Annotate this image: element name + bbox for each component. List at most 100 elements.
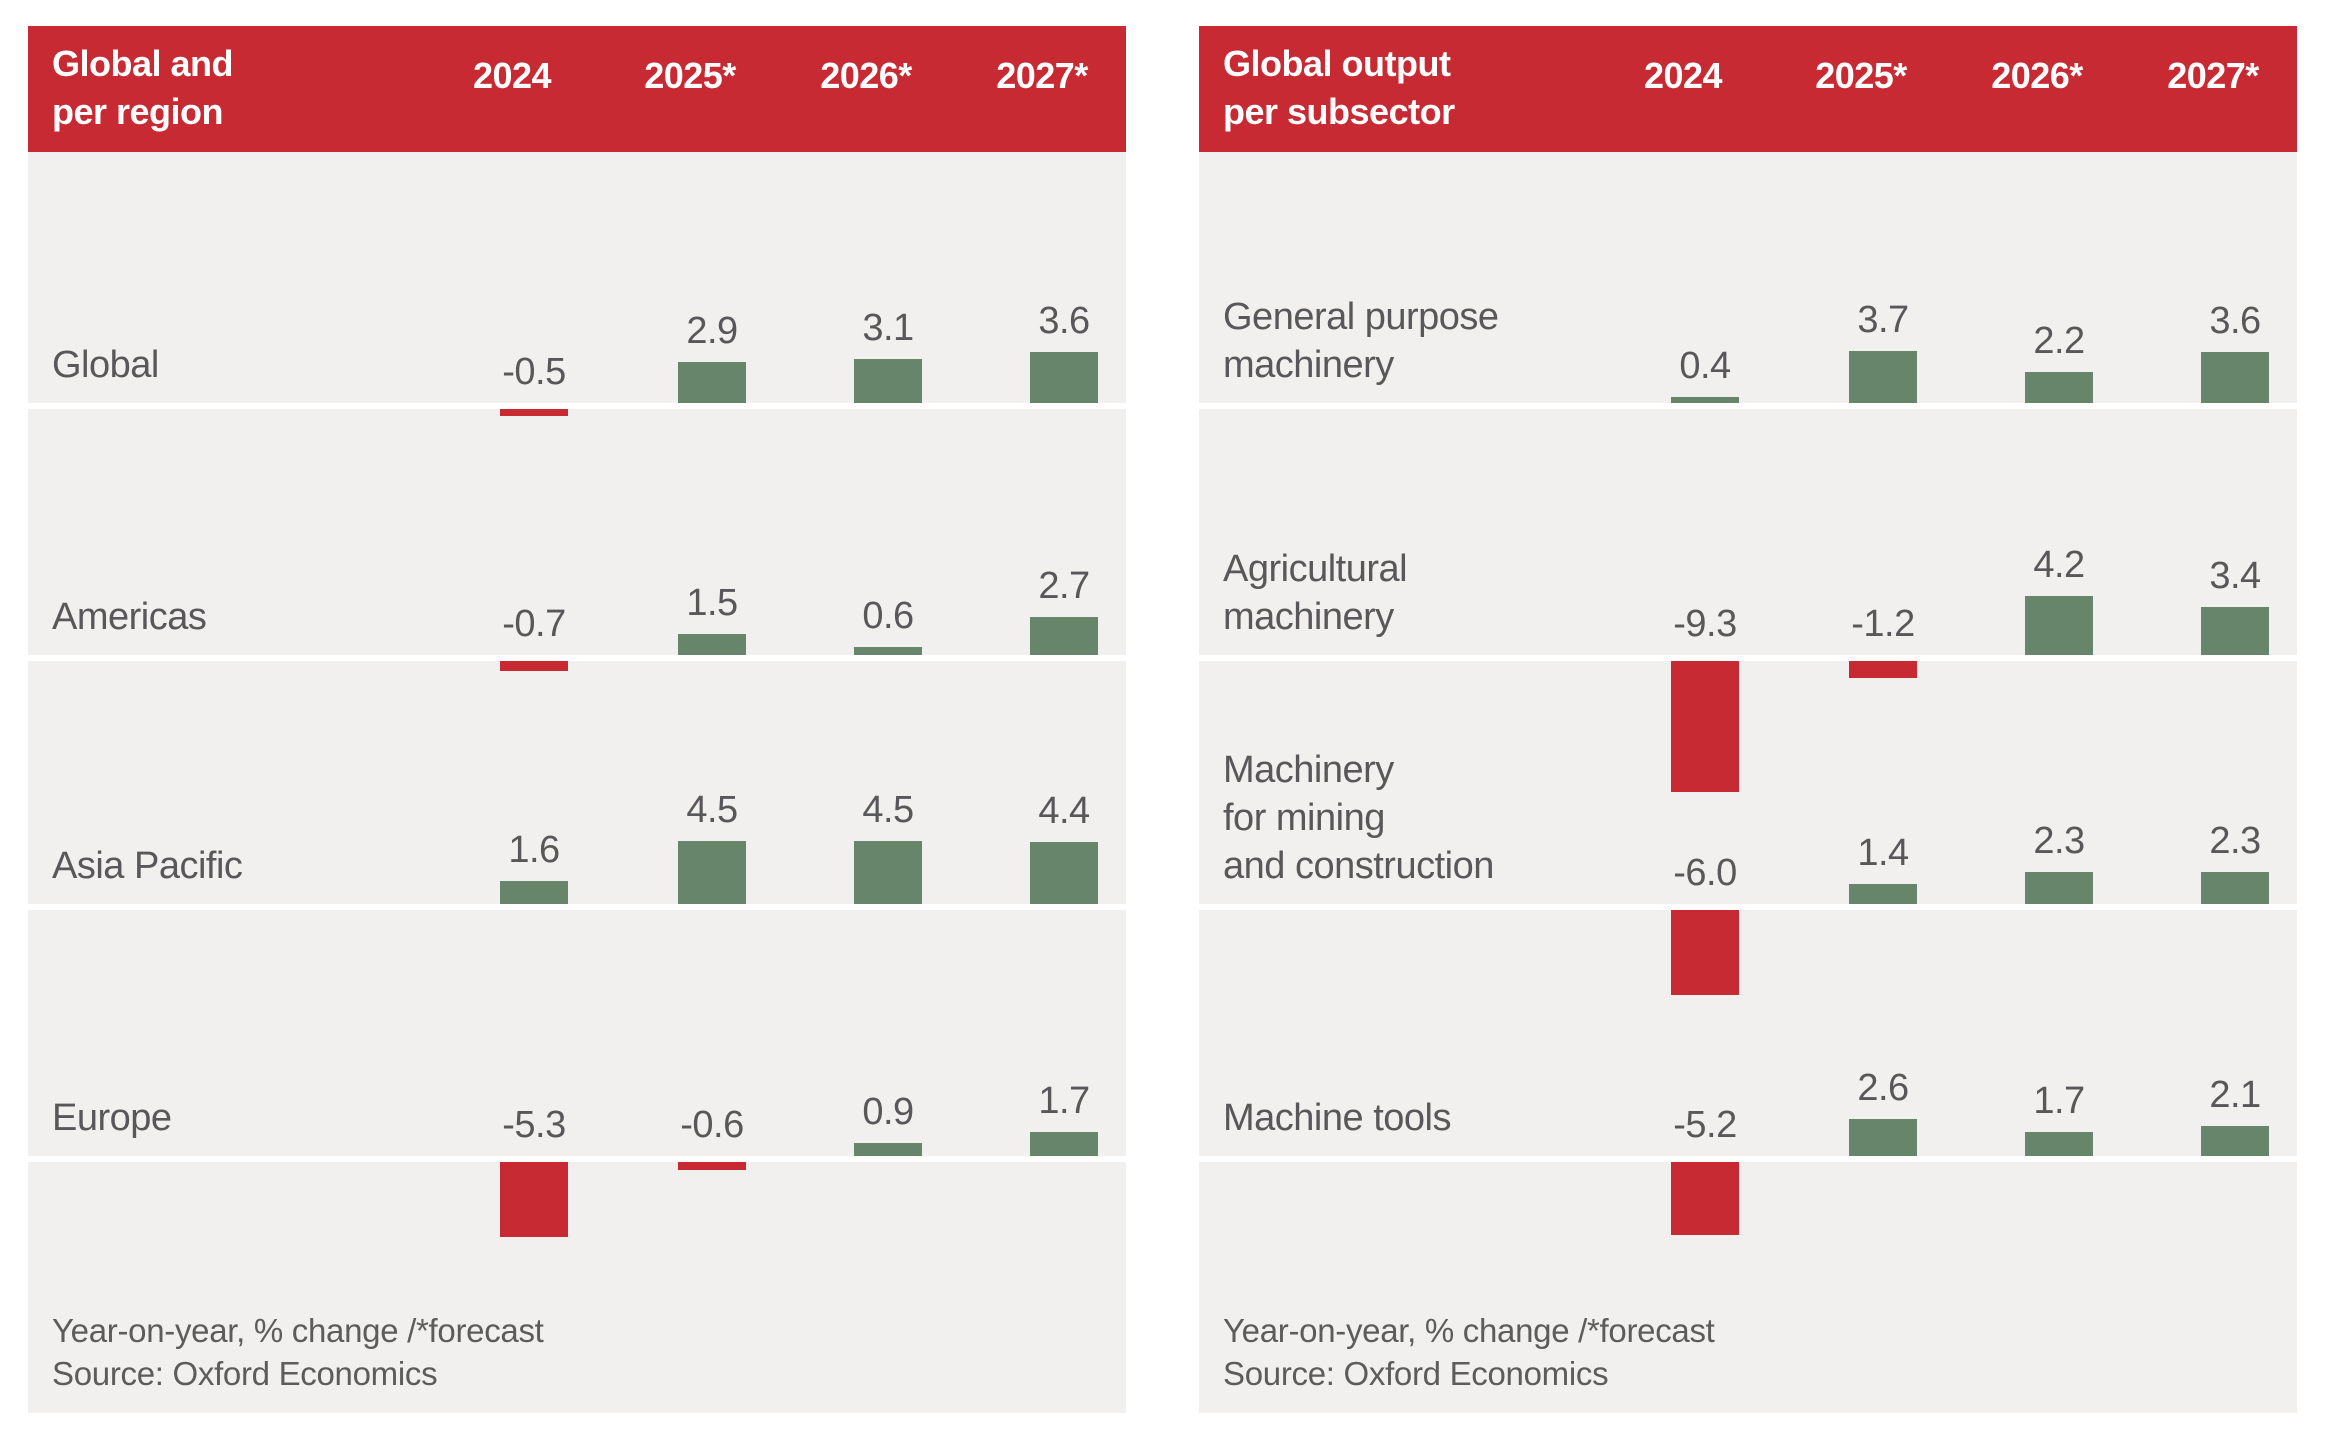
bar-2024: [1671, 1162, 1739, 1236]
panel-plot-area: General purpose machinery 0.4 3.7 2.2 3.6 Agri…: [1199, 26, 2297, 1413]
bar-2026: [2025, 1132, 2093, 1156]
bar-2026: [854, 646, 922, 655]
bar-value-label: -9.3: [1673, 603, 1737, 645]
bar-2026: [2025, 595, 2093, 655]
row-label: Europe: [52, 1094, 172, 1142]
zero-baseline: [1199, 904, 2297, 910]
bar-2026: [854, 1143, 922, 1156]
zero-baseline: [28, 655, 1126, 661]
row-label: Asia Pacific: [52, 842, 243, 890]
row-label-line: Americas: [52, 596, 207, 638]
bar-value-label: 2.7: [1038, 564, 1090, 607]
row-label: Americas: [52, 593, 207, 641]
bar-value-label: 4.2: [2033, 543, 2085, 586]
bar-2024: [1671, 661, 1739, 793]
bar-2027: [1030, 616, 1098, 655]
bar-value-label: 2.9: [686, 310, 738, 353]
chart-panel-subsectors: General purpose machinery 0.4 3.7 2.2 3.6 Agri…: [1199, 26, 2297, 1413]
column-header-2024: 2024: [472, 55, 552, 96]
row-label-line: machinery: [1223, 344, 1394, 386]
bar-value-label: 0.6: [862, 594, 914, 637]
row-label-line: Europe: [52, 1097, 172, 1139]
row-label-line: General purpose: [1223, 296, 1499, 338]
row-label-line: machinery: [1223, 596, 1394, 638]
row-label-line: Global: [52, 344, 159, 386]
bar-2024: [1671, 910, 1739, 995]
zero-baseline: [28, 904, 1126, 910]
bar-value-label: 3.4: [2209, 555, 2261, 598]
bar-2027: [1030, 841, 1098, 904]
row-label: General purpose machinery: [1223, 293, 1499, 389]
bar-value-label: 3.7: [1857, 298, 1909, 341]
panel-title-line: per region: [52, 91, 224, 132]
bar-2026: [2025, 371, 2093, 403]
footnote-units: Year-on-year, % change /*forecast: [52, 1312, 544, 1349]
bar-value-label: 0.4: [1679, 345, 1731, 387]
panel-title: Global output per subsector: [1223, 40, 1455, 136]
zero-baseline: [28, 403, 1126, 409]
row-label-line: Machine tools: [1223, 1097, 1451, 1139]
bar-value-label: -1.2: [1851, 603, 1915, 645]
bar-2027: [2201, 871, 2269, 904]
bar-value-label: -5.2: [1673, 1104, 1737, 1146]
bar-2024: [500, 661, 568, 671]
column-header-2025: 2025*: [644, 55, 736, 96]
bar-value-label: 1.6: [508, 829, 560, 872]
bar-value-label: -6.0: [1673, 852, 1737, 894]
bar-value-label: 4.5: [686, 788, 738, 831]
column-header-2025: 2025*: [1815, 55, 1907, 96]
bar-value-label: -0.5: [502, 351, 566, 393]
bar-value-label: 1.5: [686, 581, 738, 624]
zero-baseline: [1199, 403, 2297, 409]
bar-2026: [2025, 871, 2093, 904]
panel-header: Global and per region 2024 2025* 2026* 2…: [28, 26, 1126, 152]
chart-panel-regions: Global -0.5 2.9 3.1 3.6 Americas -0.7 1.5 0.6 2.7…: [28, 26, 1126, 1413]
bar-2025: [1849, 661, 1917, 678]
bar-value-label: 2.2: [2033, 319, 2085, 362]
panel-footnote: Year-on-year, % change /*forecast Source…: [52, 1309, 544, 1395]
bar-2025: [1849, 1119, 1917, 1156]
panel-plot-area: Global -0.5 2.9 3.1 3.6 Americas -0.7 1.5 0.6 2.7…: [28, 26, 1126, 1413]
bar-value-label: 3.6: [1038, 300, 1090, 343]
column-header-2027: 2027*: [996, 55, 1088, 96]
column-header-2026: 2026*: [820, 55, 912, 96]
row-label-line: Asia Pacific: [52, 845, 243, 887]
bar-value-label: 0.9: [862, 1091, 914, 1134]
row-label: Machine tools: [1223, 1094, 1451, 1142]
bar-value-label: 3.1: [862, 307, 914, 350]
bar-2027: [2201, 1126, 2269, 1156]
bar-2027: [2201, 352, 2269, 403]
panel-title-line: per subsector: [1223, 91, 1455, 132]
bar-value-label: 2.3: [2033, 819, 2085, 862]
bar-2024: [500, 1162, 568, 1237]
panel-title-line: Global and: [52, 43, 234, 84]
panel-title-line: Global output: [1223, 43, 1451, 84]
bar-value-label: -0.7: [502, 603, 566, 645]
row-label: Agricultural machinery: [1223, 545, 1408, 641]
bar-2025: [1849, 350, 1917, 403]
bar-value-label: 4.5: [862, 788, 914, 831]
bar-value-label: 1.4: [1857, 832, 1909, 875]
zero-baseline: [1199, 1156, 2297, 1162]
footnote-source: Source: Oxford Economics: [1223, 1355, 1609, 1392]
panel-footnote: Year-on-year, % change /*forecast Source…: [1223, 1309, 1715, 1395]
row-label: Global: [52, 341, 159, 389]
bar-2027: [1030, 352, 1098, 403]
panel-header: Global output per subsector 2024 2025* 2…: [1199, 26, 2297, 152]
row-label-line: Agricultural: [1223, 548, 1408, 590]
bar-2024: [1671, 397, 1739, 403]
footnote-source: Source: Oxford Economics: [52, 1355, 438, 1392]
bar-value-label: 1.7: [1038, 1080, 1090, 1123]
row-label-line: and construction: [1223, 845, 1494, 887]
bar-2025: [678, 840, 746, 904]
bar-value-label: 1.7: [2033, 1080, 2085, 1123]
bar-2025: [678, 633, 746, 655]
panel-title: Global and per region: [52, 40, 234, 136]
bar-2025: [678, 1162, 746, 1171]
row-label-line: for mining: [1223, 797, 1385, 839]
zero-baseline: [1199, 655, 2297, 661]
bar-value-label: -5.3: [502, 1104, 566, 1146]
column-header-2026: 2026*: [1991, 55, 2083, 96]
row-label: Machinery for mining and construction: [1223, 746, 1494, 890]
